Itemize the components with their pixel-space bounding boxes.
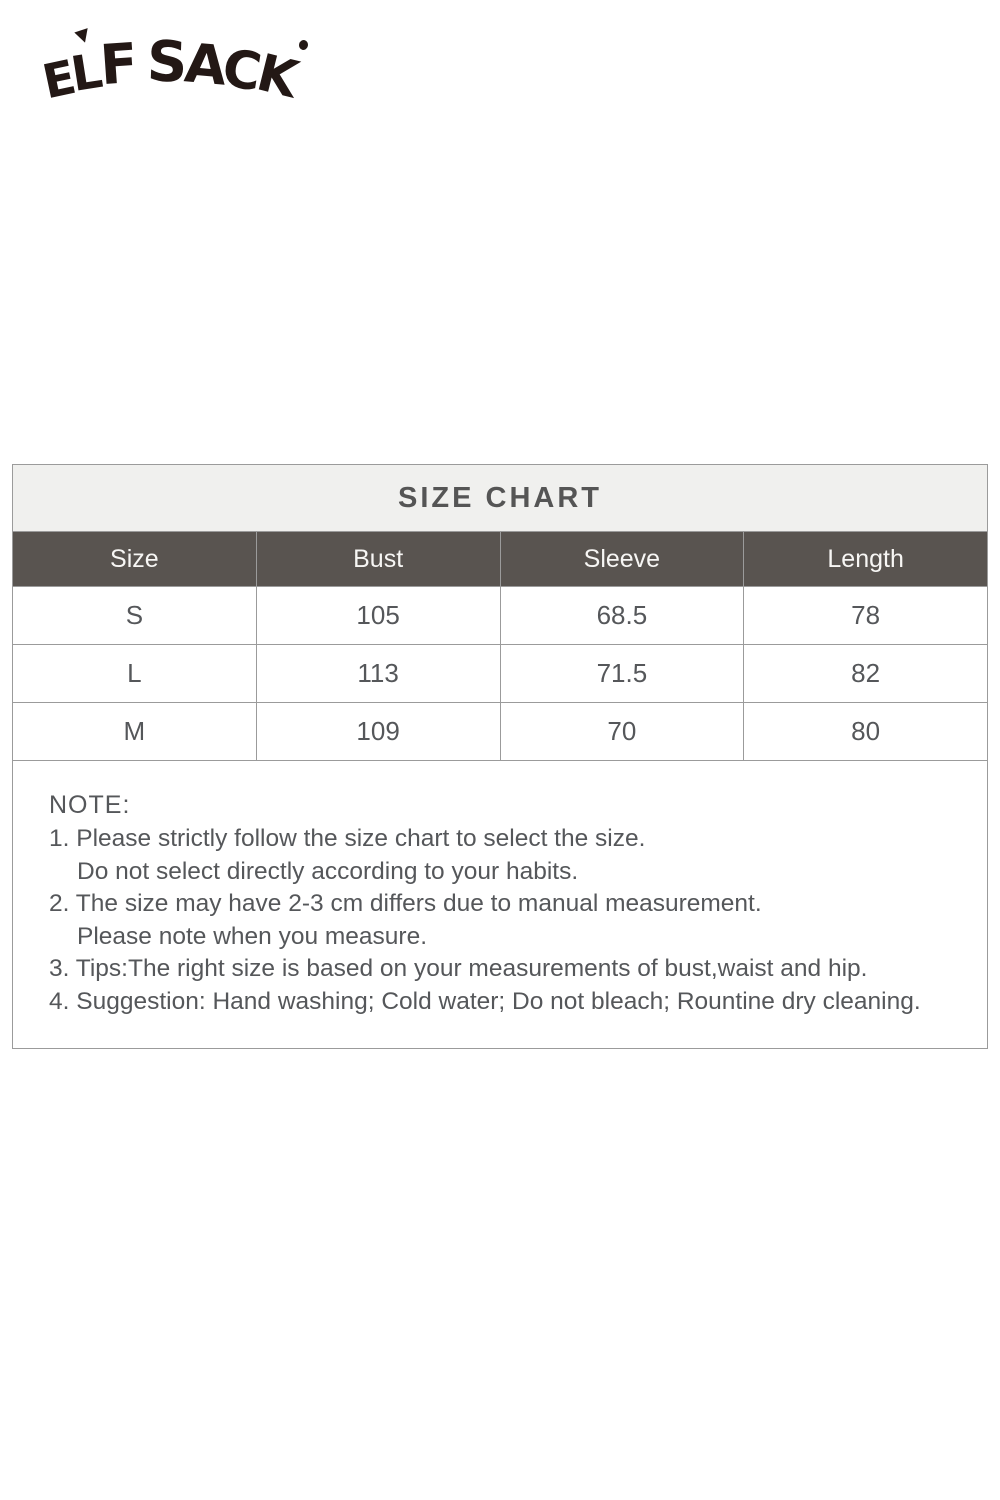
brand-logo: ELF SACK [38,28,310,118]
cell-length: 78 [743,586,988,645]
size-chart-header-row: Size Bust Sleeve Length [12,531,988,587]
column-header-bust: Bust [255,531,501,587]
cell-size: M [12,702,257,761]
size-chart-title-row: SIZE CHART [12,464,988,532]
cell-length: 80 [743,702,988,761]
table-row-size-l: L 113 71.5 82 [12,644,988,703]
table-row-size-m: M 109 70 80 [12,702,988,761]
note-line-2b: Please note when you measure. [77,922,428,950]
cell-size: S [12,586,257,645]
cell-size: L [12,644,257,703]
logo-letter: F [97,30,140,98]
size-chart-table: SIZE CHART Size Bust Sleeve Length S 105… [12,464,988,1049]
cell-sleeve: 71.5 [499,644,745,703]
note-line-1b: Do not select directly according to your… [77,857,579,885]
note-line-1: 1. Please strictly follow the size chart… [49,825,646,852]
column-header-sleeve: Sleeve [499,531,745,587]
logo-dot-icon [298,39,310,51]
note-heading: NOTE: [49,791,131,819]
size-chart-title: SIZE CHART [12,464,988,532]
note-line-3: 3. Tips:The right size is based on your … [49,955,868,982]
cell-bust: 113 [255,644,501,703]
cell-bust: 109 [255,702,501,761]
note-line-2: 2. The size may have 2-3 cm differs due … [49,890,762,917]
cell-sleeve: 68.5 [499,586,745,645]
logo-check-mark-icon [74,28,92,45]
column-header-length: Length [743,531,988,587]
cell-sleeve: 70 [499,702,745,761]
note-row: NOTE: 1. Please strictly follow the size… [12,760,988,1049]
cell-bust: 105 [255,586,501,645]
note-line-4: 4. Suggestion: Hand washing; Cold water;… [49,987,921,1015]
note-box: NOTE: 1. Please strictly follow the size… [12,760,988,1049]
cell-length: 82 [743,644,988,703]
column-header-size: Size [12,531,257,587]
table-row-size-s: S 105 68.5 78 [12,586,988,645]
